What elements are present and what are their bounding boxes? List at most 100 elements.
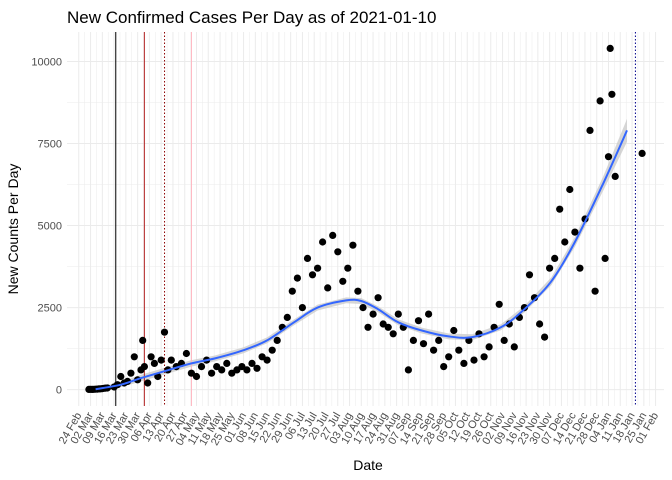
data-point xyxy=(561,238,569,246)
data-point xyxy=(470,356,478,364)
data-point xyxy=(324,284,332,292)
data-point xyxy=(608,90,616,98)
y-axis-ticks: 0 2500 5000 7500 10000 xyxy=(31,57,62,397)
data-point xyxy=(460,359,468,367)
data-point xyxy=(329,231,337,239)
data-point xyxy=(349,241,357,249)
data-point xyxy=(551,254,559,262)
data-point xyxy=(536,320,544,328)
data-point xyxy=(495,300,503,308)
data-point xyxy=(150,359,158,367)
data-point xyxy=(314,264,322,272)
data-point xyxy=(303,254,312,262)
y-axis-title: New Counts Per Day xyxy=(5,164,21,295)
data-point xyxy=(520,304,529,312)
data-point xyxy=(263,356,271,364)
data-point xyxy=(253,364,261,372)
data-point xyxy=(571,228,579,236)
data-point xyxy=(606,44,614,53)
data-point xyxy=(308,271,317,279)
smooth-line xyxy=(95,129,628,391)
data-point xyxy=(192,372,201,381)
reference-lines xyxy=(115,32,636,406)
data-point xyxy=(374,294,382,302)
data-point xyxy=(586,126,594,134)
data-point xyxy=(228,369,236,377)
data-point xyxy=(293,274,301,282)
data-point xyxy=(139,336,147,344)
data-point xyxy=(268,346,276,354)
data-point xyxy=(369,310,377,318)
data-point xyxy=(546,264,554,272)
data-point xyxy=(288,287,296,295)
y-tick-label: 10000 xyxy=(31,57,62,69)
data-point xyxy=(556,205,564,213)
data-point xyxy=(485,343,493,351)
data-point xyxy=(218,366,226,374)
data-point xyxy=(319,238,327,246)
data-point xyxy=(445,353,453,361)
data-point xyxy=(167,356,175,364)
y-tick-label: 0 xyxy=(56,385,62,397)
data-point xyxy=(354,287,362,295)
data-point xyxy=(576,264,584,272)
data-point xyxy=(455,346,463,354)
data-point xyxy=(435,336,443,344)
data-point xyxy=(147,353,155,361)
data-point xyxy=(130,353,138,361)
smooth-curve xyxy=(95,129,628,391)
data-point xyxy=(117,372,125,381)
data-point xyxy=(591,287,599,295)
y-tick-label: 2500 xyxy=(38,303,62,315)
data-point xyxy=(394,310,402,318)
data-point xyxy=(127,369,135,377)
data-point xyxy=(601,254,609,262)
data-point xyxy=(419,340,428,348)
data-point xyxy=(450,326,458,335)
data-point xyxy=(339,277,347,285)
data-point xyxy=(157,356,165,364)
data-point xyxy=(500,336,508,344)
data-point xyxy=(197,363,206,371)
data-point xyxy=(604,153,613,161)
data-point xyxy=(273,336,281,344)
data-point xyxy=(440,363,448,371)
data-point xyxy=(160,328,169,336)
data-point xyxy=(638,149,646,157)
data-point xyxy=(510,343,518,351)
data-point xyxy=(525,271,534,279)
data-point xyxy=(425,310,433,318)
data-point xyxy=(530,294,539,302)
chart-title: New Confirmed Cases Per Day as of 2021-0… xyxy=(67,8,436,27)
data-point xyxy=(430,346,438,354)
data-point xyxy=(364,323,372,331)
data-point xyxy=(344,264,352,272)
y-tick-label: 7500 xyxy=(38,139,62,151)
data-point xyxy=(611,172,619,180)
data-point xyxy=(359,304,367,312)
data-point xyxy=(223,359,231,367)
data-point xyxy=(480,353,488,361)
data-point xyxy=(243,366,251,374)
data-point xyxy=(389,330,397,338)
data-point xyxy=(596,97,604,105)
y-tick-label: 5000 xyxy=(38,221,62,233)
x-axis-title: Date xyxy=(353,457,383,473)
data-point xyxy=(404,366,412,374)
data-point xyxy=(566,185,574,194)
data-point xyxy=(140,363,148,371)
data-point xyxy=(409,336,417,344)
data-point xyxy=(187,369,195,377)
data-point xyxy=(283,313,291,321)
data-point xyxy=(144,379,152,387)
data-point xyxy=(414,317,423,325)
data-point xyxy=(248,359,256,367)
data-point xyxy=(334,248,342,256)
data-point xyxy=(541,333,549,341)
data-point xyxy=(298,304,306,312)
data-point xyxy=(208,369,216,377)
data-point xyxy=(182,349,190,358)
